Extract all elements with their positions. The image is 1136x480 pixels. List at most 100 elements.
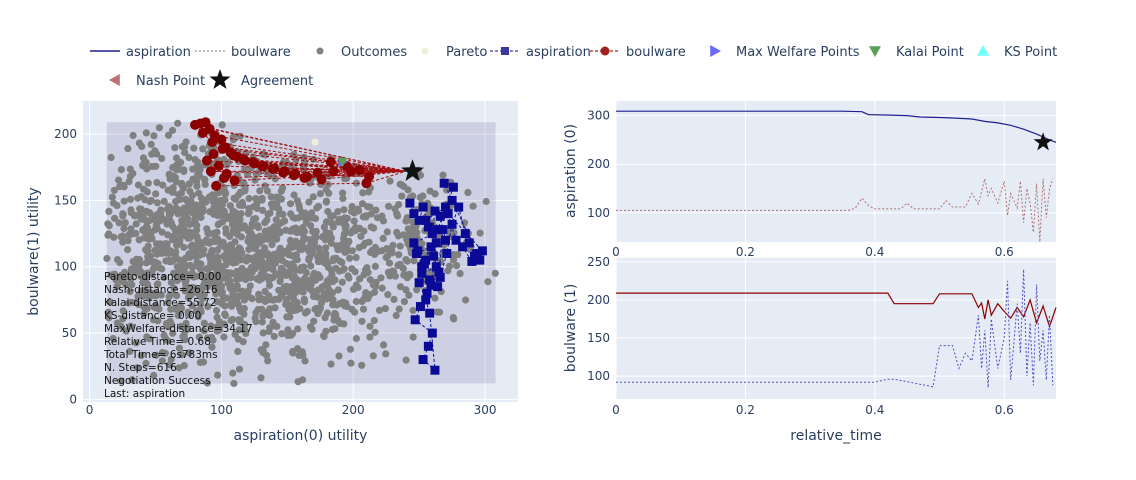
aspiration-offer-marker [435,211,445,221]
agreement-marker [1033,132,1053,151]
outcome-point [109,334,117,343]
outcome-point [167,355,175,363]
outcome-point [309,193,317,201]
outcome-point [359,213,367,221]
legend-label: Max Welfare Points [736,45,860,60]
outcome-point [232,195,240,203]
outcome-point [119,307,127,315]
outcome-point [139,292,147,300]
x-tick-label: 0.4 [865,245,884,259]
offer-markers [190,117,487,375]
outcome-point [117,166,125,174]
outcome-point [327,266,335,274]
outcome-point [185,349,193,357]
outcome-point [176,239,184,247]
outcome-point [138,142,146,150]
outcome-point [140,303,148,312]
outcome-point [218,121,226,129]
outcome-point [111,214,119,222]
outcome-point [301,275,309,283]
outcome-point [410,257,418,265]
outcome-point [269,200,277,208]
outcome-point [188,302,196,310]
outcome-point [327,239,335,247]
outcome-point [110,233,118,241]
outcome-point [300,295,308,303]
aspiration-offer-marker [430,365,440,375]
outcome-point [439,171,447,179]
outcome-point [491,269,499,277]
outcome-point [220,295,228,303]
boulware-offer-marker [312,167,323,178]
legend-label: KS Point [1004,45,1057,60]
outcome-point [204,229,212,237]
outcome-point [117,377,125,385]
outcome-point [194,158,202,166]
outcome-point [260,311,268,320]
outcome-point [105,314,113,322]
outcome-point [314,202,323,210]
outcome-point [396,180,404,188]
outcome-point [154,317,162,325]
outcome-point [290,191,298,199]
outcome-point [292,280,300,289]
outcome-point [200,319,208,327]
outcome-point [379,217,387,225]
outcome-point [305,254,313,262]
boulware-offer-marker [197,127,208,138]
outcome-point [369,352,377,360]
outcome-point [137,273,145,281]
outcome-point [248,254,256,262]
outcome-point [235,256,243,264]
outcome-point [142,223,150,231]
outcome-point [301,209,309,217]
aspiration-line [616,269,1054,388]
outcome-point [258,318,266,326]
y-tick-label: 200 [587,293,610,307]
legend-item: aspiration [90,45,191,60]
aspiration-grid [615,101,1056,242]
outcome-point [193,222,201,230]
aspiration-offer-marker [426,242,436,252]
outcome-point [135,301,143,309]
outcome-point [254,305,262,314]
legend-triangle-swatch [109,74,120,86]
outcome-point [236,271,244,279]
boulware-offer-marker [208,149,219,160]
outcome-point [110,199,118,207]
pareto-point [311,138,319,146]
boulware-offer-marker [190,119,201,130]
outcome-point [267,193,275,201]
legend-label: aspiration [126,45,191,60]
aspiration-offer-marker [439,178,449,188]
outcome-point [320,223,328,231]
outcome-point [113,319,121,327]
outcome-point [298,376,307,384]
outcome-point [105,222,113,230]
aspiration-offer-marker [425,275,435,285]
outcome-point [231,330,239,338]
outcome-point [444,267,452,275]
outcome-point [126,195,135,203]
outcome-point [359,189,367,197]
outcome-point [312,233,320,241]
outcome-point [181,336,189,344]
outcome-point [287,288,295,296]
outcome-point [402,286,410,294]
outcome-point [195,333,203,341]
outcome-point [151,304,159,312]
outcome-point [192,288,200,296]
outcome-point [181,285,189,293]
x-tick-label: 200 [342,403,365,417]
scatter-x-axis-label: aspiration(0) utility [234,428,368,444]
outcome-point [111,270,119,278]
aspiration-offer-marker [421,215,431,225]
x-tick-label: 0 [612,403,620,417]
outcome-point [378,284,386,292]
outcome-point [125,230,133,239]
outcome-point [413,228,421,237]
x-tick-label: 100 [210,403,233,417]
outcome-point [119,210,127,218]
outcome-point [175,344,183,352]
outcome-point [192,307,201,315]
